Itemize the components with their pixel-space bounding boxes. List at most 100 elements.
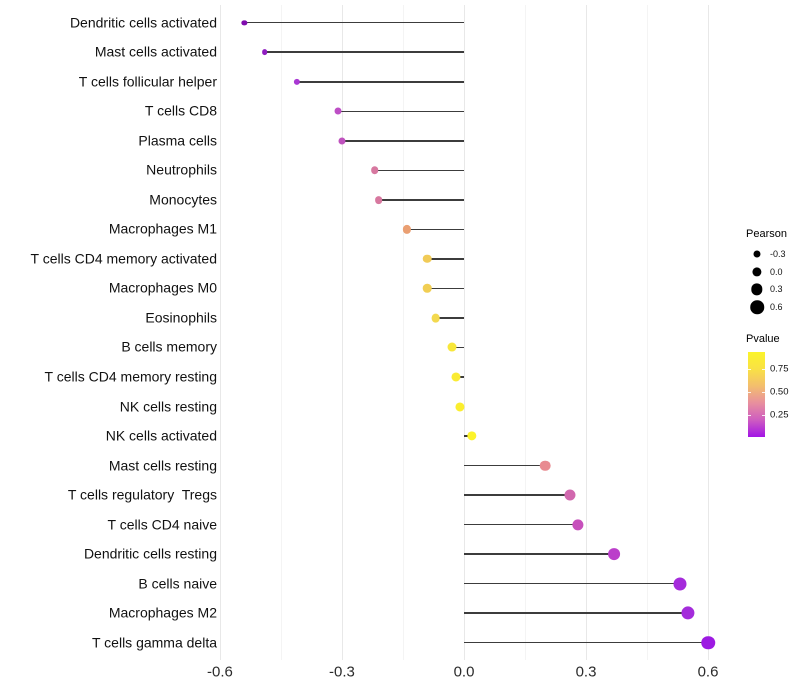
pvalue-bar-tick <box>762 369 765 370</box>
gridline-major <box>586 5 587 660</box>
legend-pvalue-tick-label: 0.50 <box>770 386 789 398</box>
lollipop-dot <box>608 548 621 561</box>
pvalue-bar-tick <box>762 392 765 393</box>
lollipop-stem <box>407 228 464 231</box>
y-axis-label: T cells CD4 naive <box>107 516 217 533</box>
gridline-minor <box>647 5 648 660</box>
lollipop-stem <box>244 21 464 24</box>
lollipop-dot <box>451 372 461 382</box>
lollipop-dot <box>294 78 301 85</box>
lollipop-stem <box>435 317 464 319</box>
gridline-major <box>219 5 221 660</box>
y-axis-label: T cells regulatory Tregs <box>67 486 217 503</box>
lollipop-stem <box>464 494 570 496</box>
legend-pvalue-tick-label: 0.25 <box>770 409 789 421</box>
lollipop-dot <box>564 489 576 501</box>
lollipop-stem <box>464 582 680 585</box>
gridline-major <box>464 5 465 660</box>
lollipop-dot <box>374 196 383 204</box>
y-axis-label: Dendritic cells resting <box>83 545 217 562</box>
y-axis-label: B cells naive <box>138 575 217 592</box>
lollipop-dot <box>423 254 432 264</box>
pvalue-bar-tick <box>748 369 751 370</box>
legend-pearson-label: 0.6 <box>770 302 783 313</box>
y-axis-label: NK cells resting <box>119 398 217 415</box>
gridline-minor <box>280 5 282 660</box>
y-axis-label: Neutrophils <box>146 161 217 178</box>
y-axis-label: Dendritic cells activated <box>69 14 217 31</box>
y-axis-label: T cells CD8 <box>144 102 217 119</box>
lollipop-stem <box>337 110 464 113</box>
lollipop-dot <box>338 137 346 145</box>
lollipop-dot <box>241 20 248 26</box>
legend-pvalue-tick-label: 0.75 <box>770 363 789 375</box>
lollipop-stem <box>464 523 578 526</box>
lollipop-dot <box>447 342 457 352</box>
gridline-major <box>341 5 343 660</box>
lollipop-dot <box>467 431 477 441</box>
lollipop-stem <box>464 464 546 467</box>
lollipop-stem <box>341 140 464 142</box>
x-axis-tick-label: 0.0 <box>453 663 475 680</box>
legend-pearson-dot <box>751 283 763 296</box>
legend-pearson-label: 0.0 <box>770 266 783 277</box>
y-axis-label: Monocytes <box>149 191 217 208</box>
pvalue-bar-tick <box>762 415 765 416</box>
lollipop-dot <box>681 606 695 620</box>
lollipop-dot <box>540 460 551 471</box>
y-axis-label: NK cells activated <box>105 427 217 444</box>
lollipop-dot <box>455 401 465 412</box>
y-axis-label: T cells gamma delta <box>91 634 217 651</box>
y-axis-label: T cells CD4 memory activated <box>30 250 217 267</box>
y-axis-label: Mast cells resting <box>108 457 217 474</box>
y-axis-label: B cells memory <box>121 339 217 356</box>
lollipop-dot <box>572 519 584 531</box>
lollipop-dot <box>701 635 715 650</box>
y-axis-label: Macrophages M2 <box>108 604 217 621</box>
pvalue-gradient-bar <box>748 352 765 437</box>
lollipop-dot <box>673 577 687 591</box>
legend-pearson-label: 0.3 <box>770 284 783 295</box>
gridline-minor <box>402 5 404 660</box>
lollipop-stem <box>374 169 464 172</box>
lollipop-dot <box>423 284 432 293</box>
lollipop-stem <box>464 641 708 644</box>
y-axis-label: Mast cells activated <box>94 43 217 60</box>
lollipop-stem <box>427 287 464 290</box>
lollipop-stem <box>464 553 615 555</box>
y-axis-label: T cells CD4 memory resting <box>44 368 217 385</box>
y-axis-label: Eosinophils <box>145 309 217 326</box>
lollipop-dot <box>370 166 379 175</box>
legend-pearson-label: -0.3 <box>770 249 786 259</box>
x-axis-tick-label: -0.3 <box>329 663 355 680</box>
lollipop-dot <box>402 225 412 234</box>
y-axis-label: Macrophages M1 <box>108 221 217 238</box>
lollipop-stem <box>464 612 688 614</box>
legend-pearson: Pearson -0.3 0.0 0.3 0.6 <box>746 228 800 323</box>
legend-pearson-dot <box>753 250 761 258</box>
y-axis-label: T cells follicular helper <box>78 73 217 90</box>
x-axis-tick-label: 0.6 <box>697 663 719 680</box>
legend-pvalue-title: Pvalue <box>746 333 780 345</box>
x-axis-tick-label: -0.6 <box>207 663 233 680</box>
legend-pearson-title: Pearson <box>746 228 787 240</box>
y-axis-label: Macrophages M0 <box>108 280 217 297</box>
gridline-major <box>708 5 709 660</box>
lollipop-stem <box>264 51 464 53</box>
gridline-minor <box>525 5 526 660</box>
lollipop-stem <box>451 346 464 349</box>
lollipop-stem <box>378 199 464 201</box>
legend-pvalue: Pvalue 0.75 0.50 0.25 <box>746 333 800 448</box>
pvalue-bar-tick <box>748 415 751 416</box>
lollipop-dot <box>261 49 268 56</box>
pvalue-bar-tick <box>748 392 751 393</box>
lollipop-stem <box>427 258 464 260</box>
lollipop-dot <box>334 107 342 115</box>
lollipop-dot <box>431 313 440 323</box>
lollipop-stem <box>297 81 464 83</box>
y-axis-label: Plasma cells <box>138 132 217 149</box>
x-axis-tick-label: 0.3 <box>575 663 597 680</box>
legend-pearson-dot <box>752 267 762 277</box>
legend-pearson-dot <box>750 300 764 314</box>
